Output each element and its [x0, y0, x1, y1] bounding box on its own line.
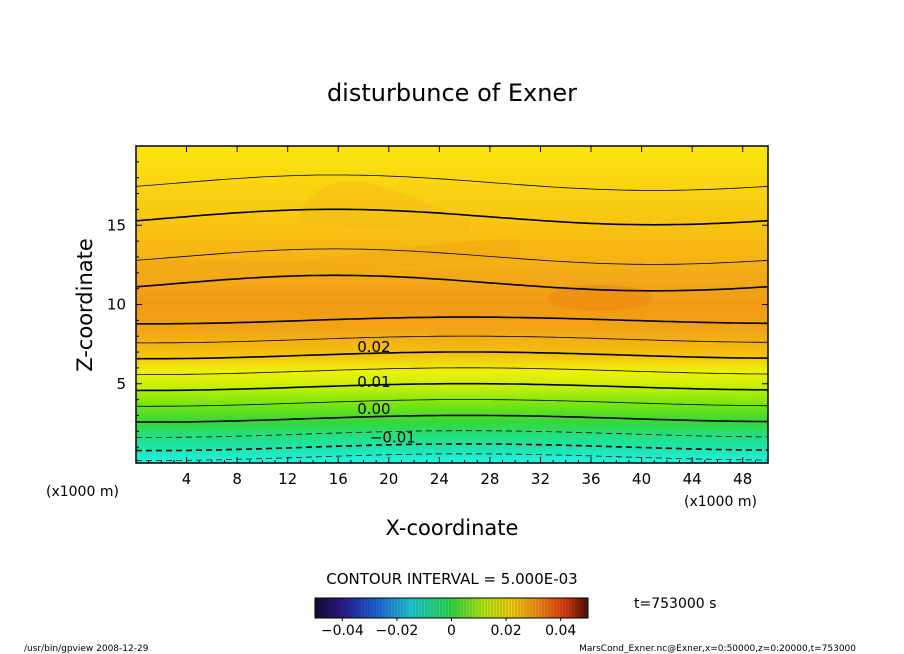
- x-tick-label: 20: [379, 470, 398, 488]
- x-unit-left: (x1000 m): [46, 484, 119, 500]
- colorbar-tick-label: 0.02: [491, 623, 522, 639]
- colorbar-tick-label: −0.04: [321, 623, 364, 639]
- contour-lines: [136, 174, 768, 462]
- contour-interval-text: CONTOUR INTERVAL = 5.000E-03: [326, 570, 577, 588]
- x-tick-label: 32: [531, 470, 550, 488]
- contour-line: [136, 382, 768, 392]
- x-tick-label: 8: [232, 470, 242, 488]
- y-tick-label: 15: [107, 216, 126, 234]
- x-tick-label: 4: [182, 470, 192, 488]
- y-axis-ticks: 5 10 15: [107, 161, 768, 448]
- x-unit-right: (x1000 m): [684, 494, 757, 510]
- contour-labels: 0.02 0.01 0.00 −0.01: [357, 338, 416, 446]
- x-tick-label: 48: [733, 470, 752, 488]
- colorbar-stripes: [317, 598, 586, 618]
- colorbar-tick-label: 0.04: [545, 623, 576, 639]
- x-tick-label: 44: [683, 470, 702, 488]
- contour-label: 0.00: [357, 400, 390, 418]
- contour-line: [136, 399, 768, 407]
- contour-line: [136, 316, 768, 325]
- contour-line: [136, 335, 768, 344]
- colorbar-ticks: −0.04 −0.02 0 0.02 0.04: [321, 618, 576, 639]
- contour-line: [136, 174, 768, 191]
- contour-line: [136, 430, 768, 438]
- contour-line: [136, 248, 768, 265]
- contour-label: 0.01: [357, 373, 390, 391]
- contour-line: [136, 443, 768, 452]
- contour-line: [136, 274, 768, 292]
- y-tick-label: 5: [116, 375, 126, 393]
- contour-line: [136, 453, 768, 462]
- field-band-top: [300, 181, 470, 236]
- field-band-upper: [136, 239, 520, 271]
- colorbar: [315, 598, 588, 618]
- x-tick-label: 12: [278, 470, 297, 488]
- x-axis-label: X-coordinate: [386, 516, 519, 540]
- contour-label: 0.02: [357, 338, 390, 356]
- x-tick-label: 36: [581, 470, 600, 488]
- x-tick-label: 16: [329, 470, 348, 488]
- y-axis-label: Z-coordinate: [73, 238, 97, 372]
- field-max-blob: [548, 285, 652, 311]
- contour-line: [136, 208, 768, 226]
- x-axis-ticks: 4 8 12 16 20 24 28 32 36 40 44 48: [148, 146, 756, 488]
- contour-label: −0.01: [370, 428, 416, 446]
- x-tick-label: 40: [632, 470, 651, 488]
- contour-line: [136, 414, 768, 423]
- contour-line: [136, 351, 768, 360]
- footer-right: MarsCond_Exner.nc@Exner,x=0:50000,z=0:20…: [579, 644, 856, 654]
- colorbar-tick-label: −0.02: [375, 623, 418, 639]
- y-tick-label: 10: [107, 296, 126, 314]
- colorbar-tick-label: 0: [447, 623, 456, 639]
- chart-title: disturbunce of Exner: [327, 79, 577, 107]
- time-text: t=753000 s: [634, 596, 716, 612]
- x-tick-label: 24: [430, 470, 449, 488]
- plot-field: [136, 146, 768, 463]
- field-fill: [136, 146, 768, 463]
- contour-line: [136, 367, 768, 375]
- x-tick-label: 28: [480, 470, 499, 488]
- footer-left: /usr/bin/gpview 2008-12-29: [24, 644, 149, 654]
